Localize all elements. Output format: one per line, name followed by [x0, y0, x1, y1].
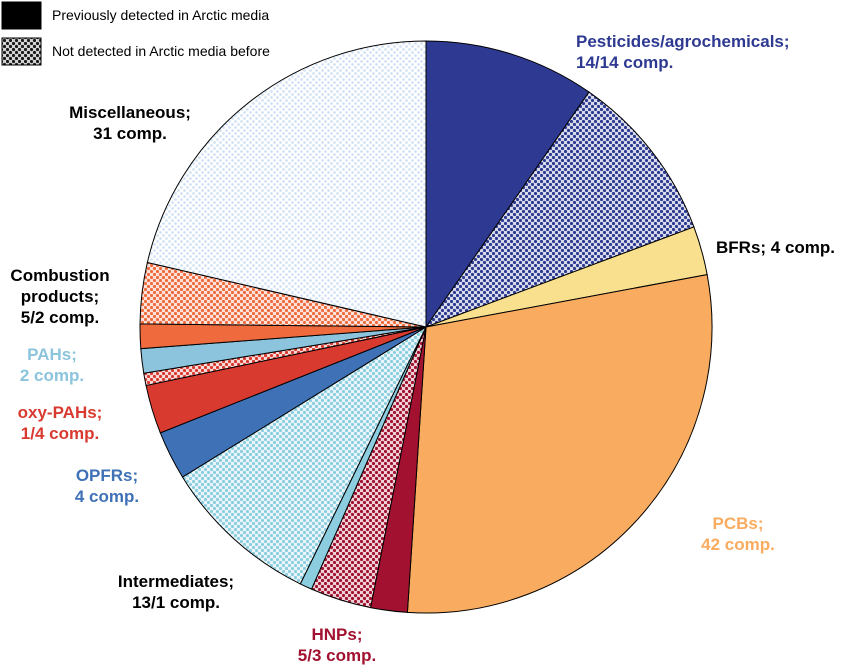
legend-swatch-new — [1, 37, 42, 66]
pie-slice-intermediates-new — [181, 325, 428, 585]
legend-label-previous: Previously detected in Arctic media — [52, 7, 269, 23]
slice-label-line: 4 comp. — [75, 487, 139, 506]
slice-label-opfrs: OPFRs; 4 comp. — [75, 466, 139, 506]
slice-label-line: Intermediates; — [118, 572, 234, 591]
slice-label-oxypahs: oxy-PAHs; 1/4 comp. — [18, 403, 103, 443]
slice-label-pahs: PAHs; 2 comp. — [20, 345, 84, 385]
slice-label-line: 42 comp. — [701, 535, 775, 554]
legend-swatch-previous — [1, 1, 42, 30]
slice-label-line: PAHs; — [27, 345, 77, 364]
slice-label-line: 31 comp. — [93, 124, 167, 143]
slice-label-line: 1/4 comp. — [21, 424, 99, 443]
slice-label-line: products; — [21, 287, 99, 306]
slice-label-pesticides: Pesticides/agrochemicals; 14/14 comp. — [576, 32, 790, 72]
slice-label-line: 2 comp. — [20, 366, 84, 385]
pie-slices — [139, 40, 713, 614]
legend: Previously detected in Arctic media Not … — [1, 1, 270, 66]
slice-label-bfrs: BFRs; 4 comp. — [716, 238, 835, 257]
slice-label-intermediates: Intermediates; 13/1 comp. — [118, 572, 234, 612]
slice-label-line: 13/1 comp. — [132, 593, 220, 612]
slice-label-line: HNPs; — [311, 625, 362, 644]
pie-labels: Pesticides/agrochemicals; 14/14 comp. BFRs… — [10, 32, 835, 665]
slice-label-line: 5/3 comp. — [298, 646, 376, 665]
legend-label-new: Not detected in Arctic media before — [52, 43, 270, 59]
slice-label-misc: Miscellaneous; 31 comp. — [69, 103, 191, 143]
slice-label-line: 5/2 comp. — [21, 308, 99, 327]
pie-slice-misc-new — [146, 40, 427, 328]
slice-label-line: 14/14 comp. — [576, 53, 673, 72]
slice-label-line: oxy-PAHs; — [18, 403, 103, 422]
slice-label-line: Combustion — [10, 266, 109, 285]
slice-label-line: OPFRs; — [76, 466, 138, 485]
slice-label-hnps: HNPs; 5/3 comp. — [298, 625, 376, 665]
pie-slice-pcbs-previous — [406, 274, 713, 614]
pie-slice-pesticides-new — [424, 91, 695, 329]
slice-label-line: Miscellaneous; — [69, 103, 191, 122]
pie-slice-pesticides-previous — [425, 40, 590, 329]
slice-label-combustion: Combustion products; 5/2 comp. — [10, 266, 109, 327]
slice-label-pcbs: PCBs; 42 comp. — [701, 514, 775, 554]
slice-label-line: BFRs; 4 comp. — [716, 238, 835, 257]
slice-label-line: Pesticides/agrochemicals; — [576, 32, 790, 51]
slice-label-line: PCBs; — [712, 514, 763, 533]
